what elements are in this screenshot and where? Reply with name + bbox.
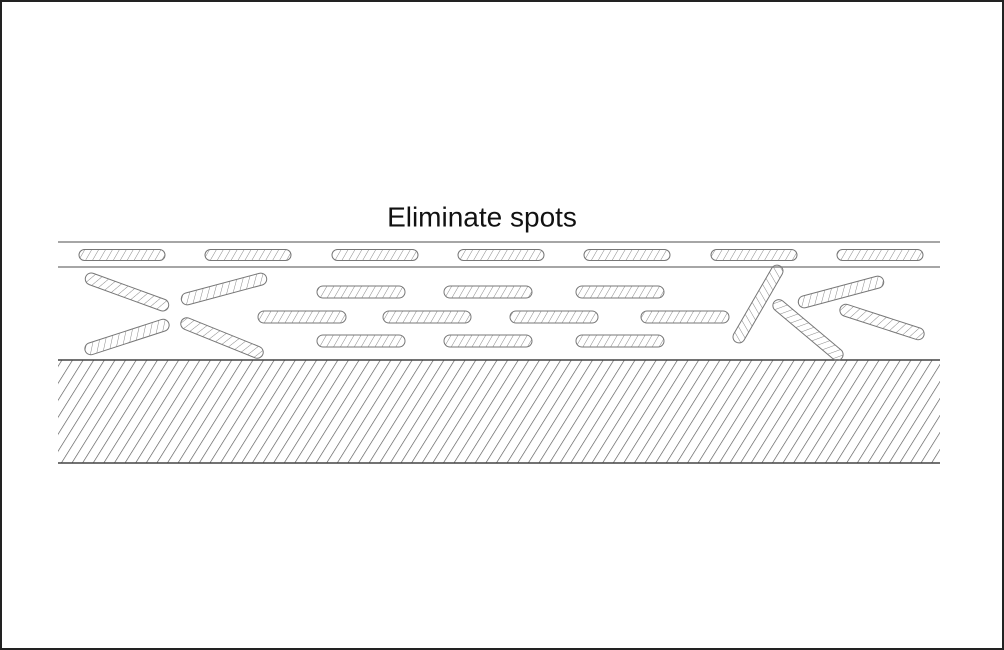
fiber — [457, 249, 545, 261]
fiber — [836, 249, 924, 261]
fiber — [257, 310, 347, 324]
fiber — [84, 318, 170, 356]
fiber — [732, 264, 784, 344]
fiber — [382, 310, 472, 324]
fiber — [78, 249, 166, 261]
fiber — [443, 285, 533, 299]
title: Eliminate spots — [387, 201, 577, 232]
substrate — [58, 360, 940, 463]
fiber — [640, 310, 730, 324]
fiber — [180, 272, 268, 306]
fiber — [575, 334, 665, 348]
fibers — [78, 249, 925, 361]
fiber — [575, 285, 665, 299]
fiber — [509, 310, 599, 324]
fiber — [316, 334, 406, 348]
fiber — [583, 249, 671, 261]
fiber — [772, 299, 844, 361]
fiber — [839, 303, 925, 341]
fiber — [84, 272, 170, 312]
fiber — [710, 249, 798, 261]
fiber — [331, 249, 419, 261]
fiber — [443, 334, 533, 348]
fiber — [797, 275, 885, 309]
fiber — [316, 285, 406, 299]
fiber — [204, 249, 292, 261]
fiber — [180, 317, 264, 359]
